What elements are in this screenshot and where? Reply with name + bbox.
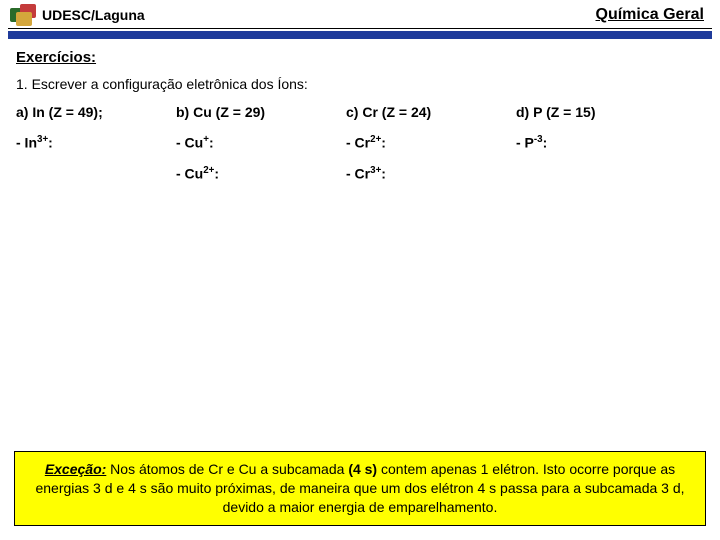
slide-content: Exercícios: 1. Escrever a configuração e…	[0, 39, 720, 191]
cell-in3: - In3+:	[16, 134, 176, 151]
ion-text: - Cu	[176, 135, 203, 151]
cell-a: a) In (Z = 49);	[16, 104, 176, 120]
note-body1: Nos átomos de Cr e Cu a subcamada	[106, 461, 348, 477]
cell-d: d) P (Z = 15)	[516, 104, 676, 120]
course-title: Química Geral	[596, 6, 705, 24]
udesc-logo-icon	[10, 4, 38, 26]
exercise-prompt: 1. Escrever a configuração eletrônica do…	[16, 76, 704, 92]
cell-cr3: - Cr3+:	[346, 165, 516, 182]
section-title: Exercícios:	[16, 49, 704, 66]
ion-text: - Cu	[176, 165, 203, 181]
ion-text: - P	[516, 135, 534, 151]
ion-sup: 2+	[203, 165, 214, 176]
header-underline	[8, 28, 712, 29]
note-lead: Exceção:	[45, 461, 106, 477]
cell-cu1: - Cu+:	[176, 134, 346, 151]
ion-colon: :	[48, 135, 53, 151]
ion-text: - In	[16, 135, 37, 151]
cell-cr2: - Cr2+:	[346, 134, 516, 151]
ion-colon: :	[381, 165, 386, 181]
exception-note: Exceção: Nos átomos de Cr e Cu a subcama…	[14, 451, 706, 526]
slide-header: UDESC/Laguna Química Geral	[0, 0, 720, 28]
cell-c: c) Cr (Z = 24)	[346, 104, 516, 120]
logo-text: UDESC/Laguna	[42, 7, 145, 23]
logo-block: UDESC/Laguna	[10, 4, 145, 26]
ion-text: - Cr	[346, 135, 370, 151]
header-bar	[8, 31, 712, 39]
ion-colon: :	[209, 135, 214, 151]
cell-empty	[16, 165, 176, 182]
ion-text: - Cr	[346, 165, 370, 181]
ion-sup: 2+	[370, 134, 381, 145]
ion-sup: 3+	[37, 134, 48, 145]
cell-cu2: - Cu2+:	[176, 165, 346, 182]
ion-colon: :	[543, 135, 548, 151]
note-bold1: (4 s)	[348, 461, 377, 477]
exercise-grid: a) In (Z = 49); b) Cu (Z = 29) c) Cr (Z …	[16, 104, 704, 181]
cell-p3: - P-3:	[516, 134, 676, 151]
ion-colon: :	[214, 165, 219, 181]
cell-b: b) Cu (Z = 29)	[176, 104, 346, 120]
ion-colon: :	[381, 135, 386, 151]
ion-sup: 3+	[370, 165, 381, 176]
cell-empty	[516, 165, 676, 182]
ion-sup: -3	[534, 134, 543, 145]
